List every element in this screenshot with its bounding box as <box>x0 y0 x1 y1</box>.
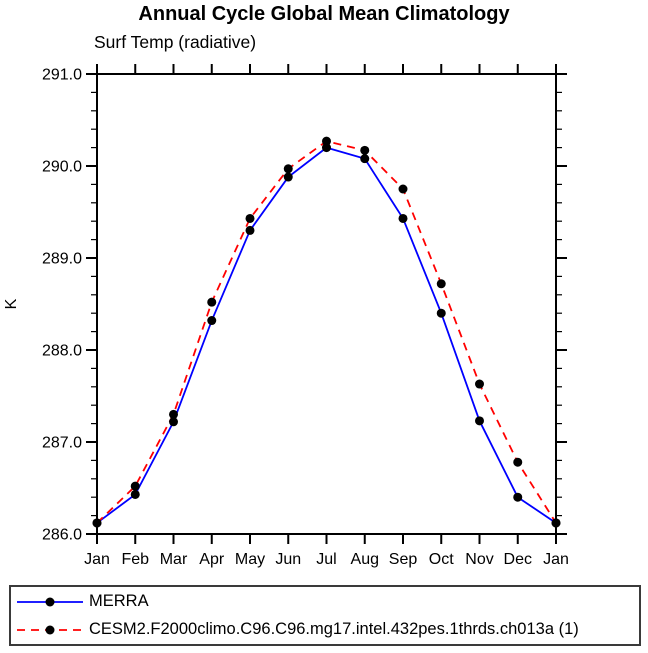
data-point-marker <box>475 379 484 389</box>
x-tick-label: Nov <box>465 551 493 568</box>
chart-title: Annual Cycle Global Mean Climatology <box>138 3 510 25</box>
legend-label-cesm2: CESM2.F2000climo.C96.C96.mg17.intel.432p… <box>89 620 579 639</box>
y-tick-label: 291.0 <box>42 67 82 84</box>
data-point-marker <box>283 172 293 182</box>
y-tick-label: 290.0 <box>42 159 82 176</box>
data-point-marker <box>169 417 178 427</box>
plot-area: K 286.0 287.0 288.0 289.0 290.0 291.0 Jan Feb Ma… <box>3 64 569 568</box>
y-tick-label: 287.0 <box>42 435 82 452</box>
data-point-marker <box>398 184 408 194</box>
data-point-marker <box>513 492 523 502</box>
legend-label-merra: MERRA <box>89 592 149 611</box>
data-point-marker <box>360 154 370 164</box>
x-tick-label: Jun <box>275 551 301 568</box>
data-point-marker <box>398 213 408 223</box>
data-point-marker <box>475 416 484 426</box>
legend-entry-merra: MERRA <box>15 588 639 616</box>
cesm2-line-sample <box>17 625 83 634</box>
x-tick-label: Jan <box>84 551 110 568</box>
chart-subtitle: Surf Temp (radiative) <box>94 32 257 52</box>
y-tick-label: 289.0 <box>42 251 82 268</box>
data-point-marker <box>245 225 255 235</box>
y-tick-label: 288.0 <box>42 343 82 360</box>
data-point-marker <box>283 164 293 174</box>
data-point-marker <box>551 518 561 528</box>
y-axis-title: K <box>3 298 20 309</box>
series-line-merra <box>96 146 557 524</box>
data-point-marker <box>513 457 523 467</box>
legend-entry-cesm2: CESM2.F2000climo.C96.C96.mg17.intel.432p… <box>15 616 639 644</box>
data-point-marker <box>245 213 255 223</box>
data-point-marker <box>322 136 331 146</box>
legend-sample-marker <box>45 597 55 606</box>
data-point-marker <box>92 518 102 528</box>
data-point-marker <box>207 316 217 326</box>
x-tick-label: Oct <box>429 551 454 568</box>
y-tick-label: 286.0 <box>42 527 82 544</box>
data-point-marker <box>360 145 370 155</box>
data-point-marker <box>436 308 446 318</box>
x-tick-label: Feb <box>121 551 149 568</box>
legend-sample-marker <box>45 625 55 634</box>
legend: MERRA CESM2.F2000climo.C96.C96.mg17.inte… <box>9 585 641 646</box>
x-tick-label: Aug <box>351 551 379 568</box>
x-tick-label: Apr <box>199 551 225 568</box>
data-point-marker <box>130 481 140 491</box>
data-point-marker <box>169 409 178 419</box>
x-tick-label: Mar <box>160 551 188 568</box>
merra-line-sample <box>17 597 83 606</box>
data-point-marker <box>130 489 140 499</box>
x-tick-label: May <box>235 551 265 568</box>
data-point-marker <box>207 297 217 307</box>
data-point-marker <box>436 279 446 289</box>
x-tick-label: Dec <box>504 551 532 568</box>
data-point-marker <box>322 143 331 153</box>
x-tick-label: Jul <box>316 551 336 568</box>
x-tick-label: Jan <box>543 551 569 568</box>
series-line-cesm2 <box>96 140 557 524</box>
x-tick-label: Sep <box>389 551 418 568</box>
